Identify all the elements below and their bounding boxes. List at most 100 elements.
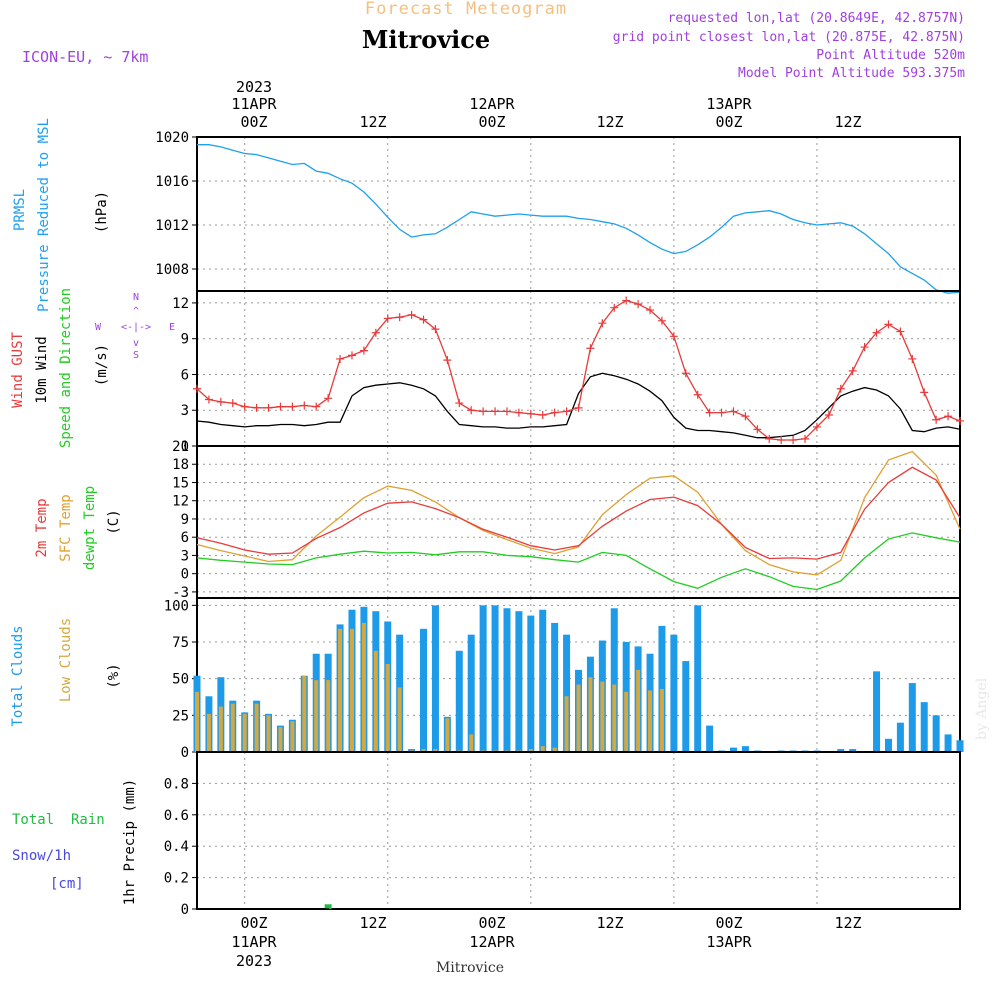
model-altitude: Model Point Altitude 593.375m	[738, 66, 965, 81]
clouds-ytick-label-0: 0	[181, 745, 189, 761]
top-tick-3: 00Z	[478, 113, 505, 131]
bottom-tick-4: 12Z	[596, 914, 623, 932]
pressure-unit: (hPa)	[94, 191, 110, 233]
total-cloud-bar	[896, 722, 904, 752]
wind-gust-point	[336, 354, 345, 363]
precip-label-rain: Total Rain	[12, 812, 105, 828]
wind-gust-point	[455, 399, 464, 408]
bottom-date-3: 13APR	[706, 933, 752, 951]
wind-gust-point	[479, 407, 488, 416]
wind-ytick-label-2: 6	[181, 367, 189, 383]
low-cloud-bar	[600, 681, 605, 752]
wind-gust-point	[598, 319, 607, 328]
wind-gust-point	[383, 314, 392, 323]
total-cloud-bar	[920, 702, 928, 752]
temp-2m-line	[196, 466, 961, 560]
wind-gust-point	[705, 408, 714, 417]
total-cloud-bar	[884, 738, 892, 752]
wind-panel: 0 3 6 9 12	[172, 290, 964, 455]
wind-gust-point	[550, 408, 559, 417]
low-cloud-bar	[564, 696, 569, 752]
footer-location: Mitrovice	[436, 960, 504, 976]
precip-ytick-label-0: 0	[181, 902, 189, 918]
low-cloud-bar	[278, 727, 283, 752]
low-cloud-bar	[659, 688, 664, 752]
wind-gust-point	[920, 388, 929, 397]
clouds-ytick-label-4: 100	[164, 598, 189, 614]
wind-gust-point	[193, 384, 201, 393]
temp-unit: (C)	[106, 509, 122, 534]
forecast-title: Forecast Meteogram	[365, 0, 567, 19]
wind-gust-point	[407, 310, 416, 319]
wind-ytick-label-4: 12	[172, 296, 189, 312]
total-cloud-bar	[420, 628, 428, 752]
wind-gust-point	[371, 328, 380, 337]
wind-ytick-label-0: 0	[181, 439, 189, 455]
clouds-side-labels: Total Clouds Low Clouds (%)	[10, 618, 122, 727]
bottom-date-1: 11APR	[231, 933, 277, 951]
rain-bar	[324, 904, 332, 909]
bottom-tick-1: 00Z	[240, 914, 267, 932]
wind-frame	[196, 290, 961, 447]
low-cloud-bar	[528, 749, 533, 752]
temperature-panel: -3 0 3 6 9 12 15 18 21	[172, 439, 961, 601]
wind-gust-point	[395, 313, 404, 322]
temperature-ytick-label-8: 21	[172, 439, 189, 455]
low-cloud-bar	[540, 746, 545, 752]
compass-s: S	[133, 350, 139, 361]
bottom-date-2: 12APR	[469, 933, 515, 951]
wind-gust-point	[622, 296, 631, 305]
temperature-ytick-label-0: -3	[172, 585, 189, 601]
wind-gust-point	[324, 394, 333, 403]
wind-gust-point	[848, 366, 857, 375]
pressure-ytick-label-3: 1020	[155, 130, 189, 146]
wind-gust-point	[288, 402, 297, 411]
bottom-year: 2023	[236, 952, 272, 970]
wind-gust-point	[491, 407, 500, 416]
wind-gust-line	[196, 299, 961, 441]
precip-ytick-label-3: 0.6	[164, 808, 189, 824]
wind-ytick-label-3: 9	[181, 332, 189, 348]
wind-gust-point	[312, 402, 321, 411]
total-cloud-bar	[837, 749, 845, 752]
low-cloud-bar	[349, 628, 354, 752]
low-cloud-bar	[421, 749, 426, 752]
requested-coords: requested lon,lat (20.8649E, 42.8757N)	[668, 11, 965, 26]
low-cloud-bar	[302, 675, 307, 752]
wind-gust-point	[932, 415, 941, 424]
wind-gust-point	[729, 407, 738, 416]
wind-label-dir: Speed and Direction	[58, 288, 74, 448]
wind-gust-point	[801, 434, 810, 443]
clouds-ytick-label-2: 50	[172, 672, 189, 688]
total-cloud-bar	[741, 746, 749, 752]
pressure-ytick-label-2: 1016	[155, 174, 189, 190]
wind-gust-point	[884, 320, 893, 329]
precip-frame	[196, 751, 961, 910]
low-cloud-bar	[242, 713, 247, 752]
pressure-frame	[196, 136, 961, 292]
low-cloud-bar	[266, 715, 271, 752]
temperature-frame	[196, 445, 961, 599]
wind-gust-point	[669, 332, 678, 341]
precip-side-labels: Total Rain Snow/1h [cm] 1hr Precip (mm)	[12, 779, 138, 905]
top-tick-1: 00Z	[240, 113, 267, 131]
wind-gust-point	[467, 406, 476, 415]
wind-gust-point	[717, 408, 726, 417]
total-cloud-bar	[682, 661, 690, 752]
temperature-ytick-label-3: 6	[181, 530, 189, 546]
clouds-panel: 0 25 50 75 100	[164, 597, 964, 761]
wind-gust-point	[753, 425, 762, 434]
wind-gust-point	[610, 303, 619, 312]
model-label: ICON-EU, ~ 7km	[22, 48, 148, 66]
wind-gust-point	[240, 402, 249, 411]
wind-gust-point	[586, 344, 595, 353]
total-cloud-bar	[503, 608, 511, 752]
total-cloud-bar	[515, 611, 523, 752]
pressure-label-2: Pressure Reduced to MSL	[36, 118, 52, 312]
low-cloud-bar	[624, 691, 629, 752]
total-cloud-bar	[694, 605, 702, 752]
wind-unit: (m/s)	[94, 344, 110, 386]
precip-ytick-label-1: 0.2	[164, 871, 189, 887]
low-cloud-bar	[397, 687, 402, 752]
wind-gust-point	[741, 412, 750, 421]
